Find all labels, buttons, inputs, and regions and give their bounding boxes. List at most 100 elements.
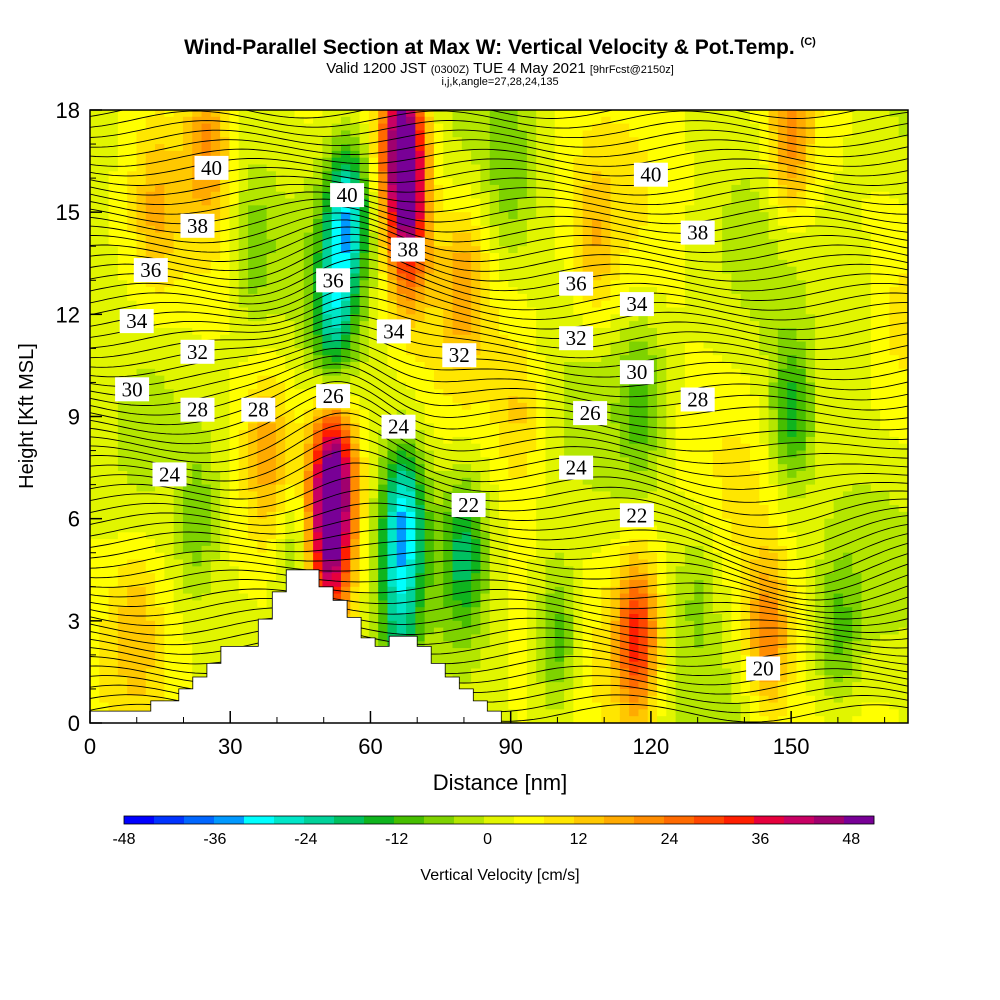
contour-label-box xyxy=(376,319,411,344)
colorbar-tick-label: 24 xyxy=(661,831,679,848)
theta-contour-line xyxy=(90,296,908,341)
contour-label-box xyxy=(180,339,215,364)
theta-contour-line xyxy=(90,110,860,119)
contour-label-box xyxy=(619,503,654,528)
contour-label-box xyxy=(119,309,154,334)
contour-label: 36 xyxy=(316,268,351,293)
contour-label: 20 xyxy=(746,656,781,681)
theta-contour-line xyxy=(90,515,908,571)
contour-label-text: 32 xyxy=(449,343,470,367)
contour-label-box xyxy=(451,493,486,517)
chart-subtitle: Valid 1200 JST (0300Z) TUE 4 May 2021 [9… xyxy=(326,60,674,77)
theta-contour-line xyxy=(90,305,908,350)
contour-label-box xyxy=(381,414,416,439)
colorbar-label: Vertical Velocity [cm/s] xyxy=(420,867,579,884)
contour-label-text: 30 xyxy=(626,360,647,384)
contour-label-box xyxy=(442,343,477,368)
colorbar: -48 -36 -24 -12 0 12 24 36 48 xyxy=(112,815,875,848)
contour-label-box xyxy=(390,237,425,262)
contour-label-text: 28 xyxy=(687,388,708,412)
theta-contour-line xyxy=(90,110,908,129)
contour-label: 34 xyxy=(119,309,154,334)
contour-label-text: 40 xyxy=(640,163,661,187)
theta-contour-labels: 40 40 40 38 38 38 36 36 36 34 34 34 32 32 32 30 30 28 28 28… xyxy=(115,155,781,681)
colorbar-swatch xyxy=(214,816,245,824)
colorbar-swatch xyxy=(574,816,605,824)
contour-label-box xyxy=(680,387,715,412)
theta-contour-line xyxy=(90,539,908,587)
theta-contour-line xyxy=(90,332,908,381)
theta-contour-line xyxy=(90,355,908,411)
x-tick-label: 30 xyxy=(218,734,242,759)
contour-label-text: 24 xyxy=(388,415,410,439)
contour-label-box xyxy=(746,656,781,681)
theta-contour-line xyxy=(90,412,908,477)
theta-contour-line xyxy=(90,597,908,626)
theta-contour-line xyxy=(90,276,908,321)
theta-contour-line xyxy=(90,183,908,206)
theta-contour-line xyxy=(90,390,908,452)
contour-label-box xyxy=(619,292,654,317)
contour-label-box xyxy=(316,268,351,293)
theta-contour-line xyxy=(90,340,908,391)
theta-contour-line xyxy=(90,198,908,225)
contour-label: 32 xyxy=(559,326,594,351)
contour-label: 40 xyxy=(633,162,668,187)
colorbar-swatch xyxy=(634,816,665,824)
contour-label-box xyxy=(573,401,608,426)
contour-label-text: 36 xyxy=(140,258,161,282)
colorbar-swatch xyxy=(664,816,695,824)
contour-label-text: 22 xyxy=(626,503,647,527)
theta-contour-line xyxy=(90,249,908,292)
colorbar-swatch xyxy=(334,816,365,824)
theta-contour-line xyxy=(90,226,908,263)
x-tick-label: 0 xyxy=(84,734,96,759)
contour-label-text: 22 xyxy=(458,493,479,517)
x-tick-label: 120 xyxy=(633,734,670,759)
theta-contour-line xyxy=(90,588,908,620)
contour-label-text: 30 xyxy=(122,377,143,401)
theta-contour-line xyxy=(90,286,908,331)
contour-label: 38 xyxy=(680,220,715,245)
theta-contour-line xyxy=(90,607,908,633)
contour-label-box xyxy=(633,162,668,187)
contour-label-box xyxy=(559,271,594,296)
theta-contour-line xyxy=(90,219,908,253)
contour-label: 24 xyxy=(559,455,594,480)
theta-contour-line xyxy=(90,449,908,516)
x-tick-label: 60 xyxy=(358,734,382,759)
y-tick-label: 15 xyxy=(56,200,80,225)
colorbar-tick-label: -36 xyxy=(203,831,226,848)
colorbar-swatch xyxy=(184,816,215,824)
terrain xyxy=(90,569,502,723)
contour-label-box xyxy=(316,384,351,409)
colorbar-tick-label: 48 xyxy=(842,831,860,848)
contour-label: 40 xyxy=(194,155,229,180)
contour-label-text: 36 xyxy=(323,268,344,292)
colorbar-tick-label: -12 xyxy=(385,831,408,848)
contour-label-text: 34 xyxy=(626,292,648,316)
contour-label-text: 38 xyxy=(187,214,208,238)
contour-label-text: 26 xyxy=(580,401,601,425)
contour-label-text: 38 xyxy=(687,221,708,245)
theta-contour-line xyxy=(90,489,908,551)
contour-label-box xyxy=(680,220,715,245)
contour-label-box xyxy=(241,397,276,422)
theta-contour-line xyxy=(90,616,908,641)
theta-contour-line xyxy=(90,129,908,148)
contour-label-text: 34 xyxy=(126,309,148,333)
y-axis-label: Height [Kft MSL] xyxy=(16,343,38,489)
contour-label: 22 xyxy=(451,493,486,517)
theta-contour-line xyxy=(90,212,908,244)
contour-label-text: 20 xyxy=(753,657,774,681)
colorbar-swatch xyxy=(454,816,485,824)
y-tick-label: 9 xyxy=(68,405,80,430)
theta-contour-line xyxy=(90,550,908,594)
theta-contour-line xyxy=(90,191,908,215)
colorbar-swatch xyxy=(304,816,335,824)
theta-contour-line xyxy=(90,626,908,649)
theta-contour-line xyxy=(90,241,908,282)
contour-label: 34 xyxy=(619,292,654,317)
contour-label-box xyxy=(133,258,168,283)
